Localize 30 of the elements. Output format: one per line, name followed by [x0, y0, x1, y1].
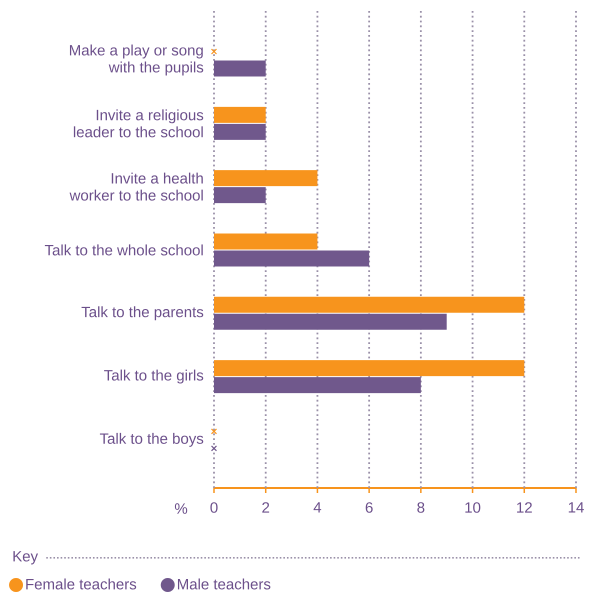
legend-title: Key	[13, 551, 38, 564]
bar	[214, 314, 447, 330]
x-axis-title: %	[174, 503, 188, 514]
x-tick-label: 2	[262, 502, 269, 513]
bar	[214, 250, 369, 266]
y-tick-label: Talk to the girls	[104, 370, 204, 384]
bar	[214, 296, 524, 313]
x-tick-label: 8	[417, 502, 424, 513]
x-tick-label: 14	[568, 502, 584, 513]
x-tick-label: 4	[313, 502, 321, 513]
y-tick-label: Invite a health worker to the school	[69, 172, 203, 201]
bar	[214, 187, 266, 204]
bar	[214, 170, 318, 186]
y-tick-label: Talk to the boys	[100, 432, 204, 447]
x-tick-label: 10	[465, 502, 480, 513]
x-tick-label: 6	[366, 502, 372, 513]
bar	[214, 124, 266, 140]
bar	[214, 360, 524, 376]
bar	[214, 106, 266, 123]
y-tick-label: Talk to the parents	[81, 306, 204, 320]
x-tick-label: 0	[210, 502, 218, 513]
bar	[214, 60, 266, 77]
y-tick-label: Talk to the whole school	[44, 244, 203, 256]
bar	[214, 377, 421, 394]
y-tick-label: Invite a religious leader to the school	[74, 109, 204, 138]
y-tick-label: Make a play or song with the pupils	[70, 44, 204, 76]
legend-label: Female teachers	[26, 578, 136, 590]
legend-label: Male teachers	[178, 578, 270, 590]
bar	[214, 233, 318, 250]
x-tick-label: 12	[516, 502, 532, 513]
